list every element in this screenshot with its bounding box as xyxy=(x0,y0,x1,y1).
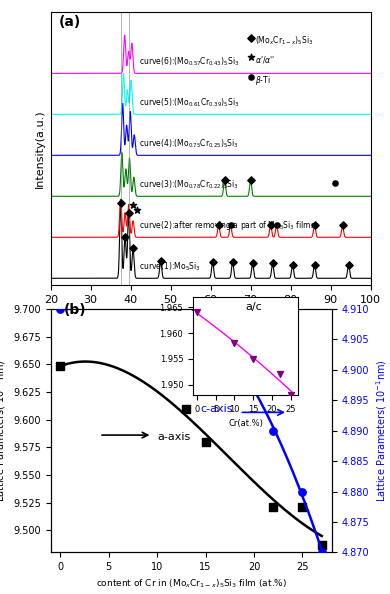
Point xyxy=(183,404,190,413)
Point xyxy=(227,220,234,230)
Y-axis label: Intensity(a.u.): Intensity(a.u.) xyxy=(35,109,45,188)
X-axis label: 2θ (degree): 2θ (degree) xyxy=(174,311,247,323)
Text: $\beta$-Ti: $\beta$-Ti xyxy=(255,74,270,87)
Point xyxy=(222,175,228,185)
Point xyxy=(319,540,325,549)
Point xyxy=(216,220,222,230)
Point xyxy=(57,304,64,314)
Point xyxy=(202,316,209,326)
Point xyxy=(319,548,325,557)
Point xyxy=(288,390,294,400)
Point xyxy=(270,503,277,512)
Point xyxy=(194,308,200,317)
Y-axis label: Lattice Parameters( $10^{-1}$nm): Lattice Parameters( $10^{-1}$nm) xyxy=(374,359,389,502)
Text: curve(5):(Mo$_{0.61}$Cr$_{0.39}$)$_5$Si$_3$: curve(5):(Mo$_{0.61}$Cr$_{0.39}$)$_5$Si$… xyxy=(139,96,239,109)
Text: (a): (a) xyxy=(59,14,81,29)
Point xyxy=(248,33,254,43)
Text: $\alpha$'/$\alpha$'': $\alpha$'/$\alpha$'' xyxy=(255,54,275,65)
Point xyxy=(289,260,296,270)
Point xyxy=(270,426,277,435)
Point xyxy=(277,369,283,379)
Point xyxy=(117,198,124,208)
Point xyxy=(130,244,136,253)
Text: c-axis: c-axis xyxy=(201,405,233,415)
Point xyxy=(346,260,352,270)
Point xyxy=(269,258,276,268)
Y-axis label: Lattice Parameters( $10^{-1}$nm): Lattice Parameters( $10^{-1}$nm) xyxy=(0,359,7,502)
Text: curve(1):Mo$_5$Si$_3$: curve(1):Mo$_5$Si$_3$ xyxy=(139,260,200,273)
Point xyxy=(300,503,306,512)
Point xyxy=(158,256,164,266)
Point xyxy=(332,178,338,188)
Text: curve(4):(Mo$_{0.75}$Cr$_{0.25}$)$_5$Si$_3$: curve(4):(Mo$_{0.75}$Cr$_{0.25}$)$_5$Si$… xyxy=(139,137,239,150)
Point xyxy=(57,362,64,371)
Point xyxy=(248,72,254,82)
Point xyxy=(229,257,236,267)
Text: a-axis: a-axis xyxy=(157,431,190,441)
Text: curve(2):after removing a part of Mo$_5$Si$_3$ films: curve(2):after removing a part of Mo$_5$… xyxy=(139,219,316,232)
Point xyxy=(129,200,136,209)
Point xyxy=(250,354,256,364)
Point xyxy=(133,206,140,215)
Text: curve(3):(Mo$_{0.78}$Cr$_{0.22}$)$_5$Si$_3$: curve(3):(Mo$_{0.78}$Cr$_{0.22}$)$_5$Si$… xyxy=(139,178,239,191)
Point xyxy=(312,220,318,230)
Point xyxy=(339,220,346,230)
X-axis label: Cr(at.%): Cr(at.%) xyxy=(228,419,263,428)
Point xyxy=(300,486,306,496)
Point xyxy=(231,339,238,348)
Text: (Mo$_x$Cr$_{1-x}$)$_5$Si$_3$: (Mo$_x$Cr$_{1-x}$)$_5$Si$_3$ xyxy=(255,34,313,47)
Point xyxy=(209,257,216,267)
Point xyxy=(250,258,256,268)
Point xyxy=(248,52,254,62)
Text: (b): (b) xyxy=(63,304,86,317)
Point xyxy=(126,208,132,217)
Point xyxy=(202,437,209,447)
Point xyxy=(248,175,254,185)
Point xyxy=(268,220,274,230)
Point xyxy=(273,220,280,230)
Point xyxy=(122,232,128,242)
Point xyxy=(312,260,318,270)
Text: a/c: a/c xyxy=(246,302,262,312)
Text: curve(6):(Mo$_{0.57}$Cr$_{0.43}$)$_5$Si$_3$: curve(6):(Mo$_{0.57}$Cr$_{0.43}$)$_5$Si$… xyxy=(139,55,239,68)
X-axis label: content of Cr in (Mo$_x$Cr$_{1-x}$)$_5$Si$_3$ film (at.%): content of Cr in (Mo$_x$Cr$_{1-x}$)$_5$S… xyxy=(96,578,287,590)
